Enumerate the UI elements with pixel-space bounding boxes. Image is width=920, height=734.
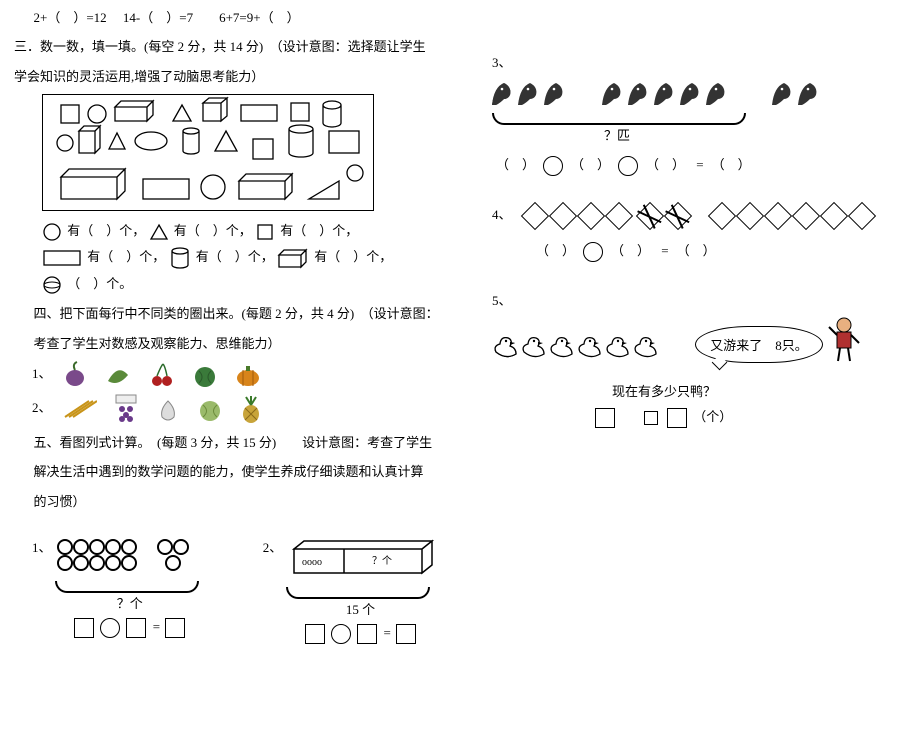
p5-bubble-text: 又游来了 8只。 [710, 338, 808, 353]
ducks-icon [492, 328, 672, 362]
p3-label: 3、 [492, 52, 906, 71]
left-column: 2+（ ）=12 14-（ ）=7 6+7=9+（ ） 三．数一数，填一填。(每… [0, 0, 460, 650]
cylinder-count: 有（ ）个， [196, 249, 274, 264]
shapes-box [42, 94, 374, 211]
eq3: 6+7=9+（ ） [219, 10, 300, 25]
problem-3: 3、 ？匹 （ ）（ ）（ ） =（ ） [492, 52, 906, 176]
p4-formula: （ ）（ ） =（ ） [532, 240, 906, 262]
p5-speech: 又游来了 8只。 [695, 326, 823, 363]
p2-brace [286, 587, 430, 599]
eq2: 14-（ ）=7 [123, 10, 193, 25]
problem-5: 5、 又游来了 8只。 [492, 290, 906, 428]
cylinder-icon [169, 246, 191, 270]
p2-inside: ？个 [372, 555, 392, 567]
wheat-icon [61, 395, 97, 423]
p1-circles-icon [55, 537, 205, 573]
count-row-3: （ ）个。 [42, 272, 446, 296]
p1-label: 1、 [32, 540, 52, 555]
pineapple-icon [238, 394, 264, 424]
problem-1: 1、 ？个 = [32, 537, 205, 644]
rect-icon [42, 248, 82, 268]
p3-formula: （ ）（ ）（ ） =（ ） [492, 154, 906, 176]
p3-brace [492, 113, 746, 125]
pumpkin-icon [234, 361, 262, 389]
rect-count: 有（ ）个， [87, 249, 165, 264]
triangle-icon [149, 222, 169, 242]
square-icon [255, 222, 275, 242]
p4-label: 4、 [492, 207, 512, 222]
p2-total: 15 个 [286, 599, 436, 618]
p3-question: ？匹 [492, 125, 742, 144]
melon-icon [197, 395, 223, 423]
circle-icon [42, 222, 62, 242]
p1-formula: = [55, 618, 205, 638]
triangle-count: 有（ ）个， [174, 223, 252, 238]
row1-label: 1、 [32, 366, 52, 381]
page: 2+（ ）=12 14-（ ）=7 6+7=9+（ ） 三．数一数，填一填。(每… [0, 0, 920, 650]
grapes-icon [112, 393, 140, 425]
sec4-title2: 考查了学生对数感及观察能力、思维能力） [14, 332, 446, 355]
right-column: 3、 ？匹 （ ）（ ）（ ） =（ ） [460, 0, 920, 650]
boy-icon [826, 313, 862, 363]
sphere-count: （ ）个。 [67, 276, 132, 291]
cabbage-icon [191, 361, 219, 389]
p2-oooo: oooo [302, 557, 322, 568]
cherry-icon [147, 361, 175, 389]
row2-label: 2、 [32, 400, 52, 415]
peapod-icon [104, 361, 132, 389]
sphere-icon [42, 275, 62, 295]
problem-2: 2、 oooo ？个 15 个 = [263, 537, 436, 644]
sec5-title3: 的习惯） [14, 490, 446, 513]
problem-4: 4、 （ ）（ ） =（ ） [492, 204, 906, 262]
sec3-title: 三．数一数，填一填。(每空 2 分，共 14 分) （设计意图：选择题让学生 [14, 35, 446, 58]
cuboid-icon [277, 247, 309, 269]
count-row-1: 有（ ）个， 有（ ）个， 有（ ）个， [42, 219, 446, 243]
p5-unit: （个） [693, 409, 732, 424]
square-count: 有（ ）个， [280, 223, 358, 238]
p2-formula: = [286, 624, 436, 644]
sec5-title2: 解决生活中遇到的数学问题的能力，使学生养成仔细读题和认真计算 [14, 460, 446, 483]
garlic-icon [155, 395, 181, 423]
sec4-row2: 2、 [32, 393, 446, 425]
eq1: 2+（ ）=12 [34, 10, 107, 25]
p1-question: ？个 [55, 593, 205, 612]
sec4-title: 四、把下面每行中不同类的圈出来。(每题 2 分，共 4 分) （设计意图： [14, 302, 446, 325]
cuboid-count: 有（ ）个， [314, 249, 392, 264]
p4-diamonds [521, 207, 877, 222]
p5-label: 5、 [492, 290, 906, 309]
onion-icon [61, 361, 89, 389]
sec5-title: 五、看图列式计算。 (每题 3 分，共 15 分) 设计意图：考查了学生 [14, 431, 446, 454]
top-equations: 2+（ ）=12 14-（ ）=7 6+7=9+（ ） [14, 6, 446, 29]
p2-box-icon: oooo ？个 [286, 537, 436, 579]
p1-brace [55, 581, 199, 593]
horses-icon [492, 77, 822, 109]
circle-count: 有（ ）个， [67, 223, 145, 238]
count-row-2: 有（ ）个， 有（ ）个， 有（ ）个， [42, 245, 446, 270]
p5-question: 现在有多少只鸭？ [612, 381, 906, 400]
p5-formula: （个） [592, 406, 906, 428]
sec3-title2: 学会知识的灵活运用,增强了动脑思考能力） [14, 65, 446, 88]
p2-label: 2、 [263, 540, 283, 555]
sec4-row1: 1、 [32, 361, 446, 389]
